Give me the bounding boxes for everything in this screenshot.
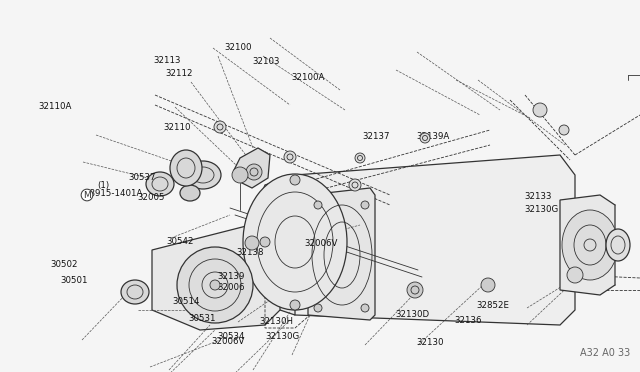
Text: 32130: 32130	[416, 339, 444, 347]
Text: 30502: 30502	[50, 260, 77, 269]
Text: 32130D: 32130D	[396, 310, 429, 319]
Text: 32130H: 32130H	[259, 317, 293, 326]
Circle shape	[284, 151, 296, 163]
Text: 32138: 32138	[237, 248, 264, 257]
Text: 30534: 30534	[218, 332, 245, 341]
Text: A32 A0 33: A32 A0 33	[580, 348, 630, 358]
Circle shape	[210, 280, 220, 290]
Text: 08915-1401A: 08915-1401A	[84, 189, 143, 198]
Ellipse shape	[146, 172, 174, 196]
Text: 32005: 32005	[138, 193, 165, 202]
Circle shape	[355, 153, 365, 163]
Circle shape	[246, 164, 262, 180]
Text: 30531: 30531	[189, 314, 216, 323]
Ellipse shape	[170, 150, 202, 186]
Polygon shape	[308, 188, 375, 320]
Text: 32006: 32006	[218, 283, 245, 292]
Text: 32139A: 32139A	[416, 132, 449, 141]
Text: 32113: 32113	[154, 56, 181, 65]
Circle shape	[559, 125, 569, 135]
Text: 32130G: 32130G	[525, 205, 559, 214]
Text: 32136: 32136	[454, 316, 482, 325]
Polygon shape	[152, 222, 280, 330]
Text: 32100A: 32100A	[291, 73, 324, 81]
Circle shape	[533, 103, 547, 117]
Ellipse shape	[243, 174, 347, 310]
Text: 32133: 32133	[525, 192, 552, 201]
Circle shape	[290, 300, 300, 310]
Circle shape	[245, 236, 259, 250]
Circle shape	[420, 133, 430, 143]
Circle shape	[361, 201, 369, 209]
Circle shape	[314, 201, 322, 209]
Text: 32852E: 32852E	[477, 301, 510, 310]
Circle shape	[481, 278, 495, 292]
Text: 32130G: 32130G	[266, 332, 300, 341]
Text: 32100: 32100	[224, 43, 252, 52]
Circle shape	[232, 167, 248, 183]
Circle shape	[260, 237, 270, 247]
Ellipse shape	[250, 204, 306, 280]
Text: (1): (1)	[97, 181, 109, 190]
Circle shape	[407, 282, 423, 298]
Text: 32137: 32137	[363, 132, 390, 141]
Polygon shape	[234, 148, 270, 188]
Text: 30537: 30537	[128, 173, 156, 182]
Circle shape	[177, 247, 253, 323]
Text: 32110: 32110	[163, 123, 191, 132]
Circle shape	[349, 179, 361, 191]
Circle shape	[290, 175, 300, 185]
Circle shape	[214, 121, 226, 133]
Text: 32006V: 32006V	[304, 239, 337, 248]
Ellipse shape	[606, 229, 630, 261]
Text: 32006V: 32006V	[211, 337, 244, 346]
Ellipse shape	[185, 161, 221, 189]
Text: 32112: 32112	[165, 69, 193, 78]
Circle shape	[361, 304, 369, 312]
Text: 32103: 32103	[253, 57, 280, 66]
Circle shape	[314, 304, 322, 312]
Ellipse shape	[562, 210, 618, 280]
Ellipse shape	[121, 280, 149, 304]
Polygon shape	[280, 155, 575, 325]
Text: 30514: 30514	[173, 297, 200, 306]
Text: 30542: 30542	[166, 237, 194, 246]
Polygon shape	[255, 175, 295, 315]
Ellipse shape	[180, 185, 200, 201]
Text: 32110A: 32110A	[38, 102, 72, 110]
Text: M: M	[83, 190, 91, 199]
Polygon shape	[560, 195, 615, 295]
Text: 32139: 32139	[218, 272, 245, 280]
Circle shape	[567, 267, 583, 283]
Text: 30501: 30501	[61, 276, 88, 285]
